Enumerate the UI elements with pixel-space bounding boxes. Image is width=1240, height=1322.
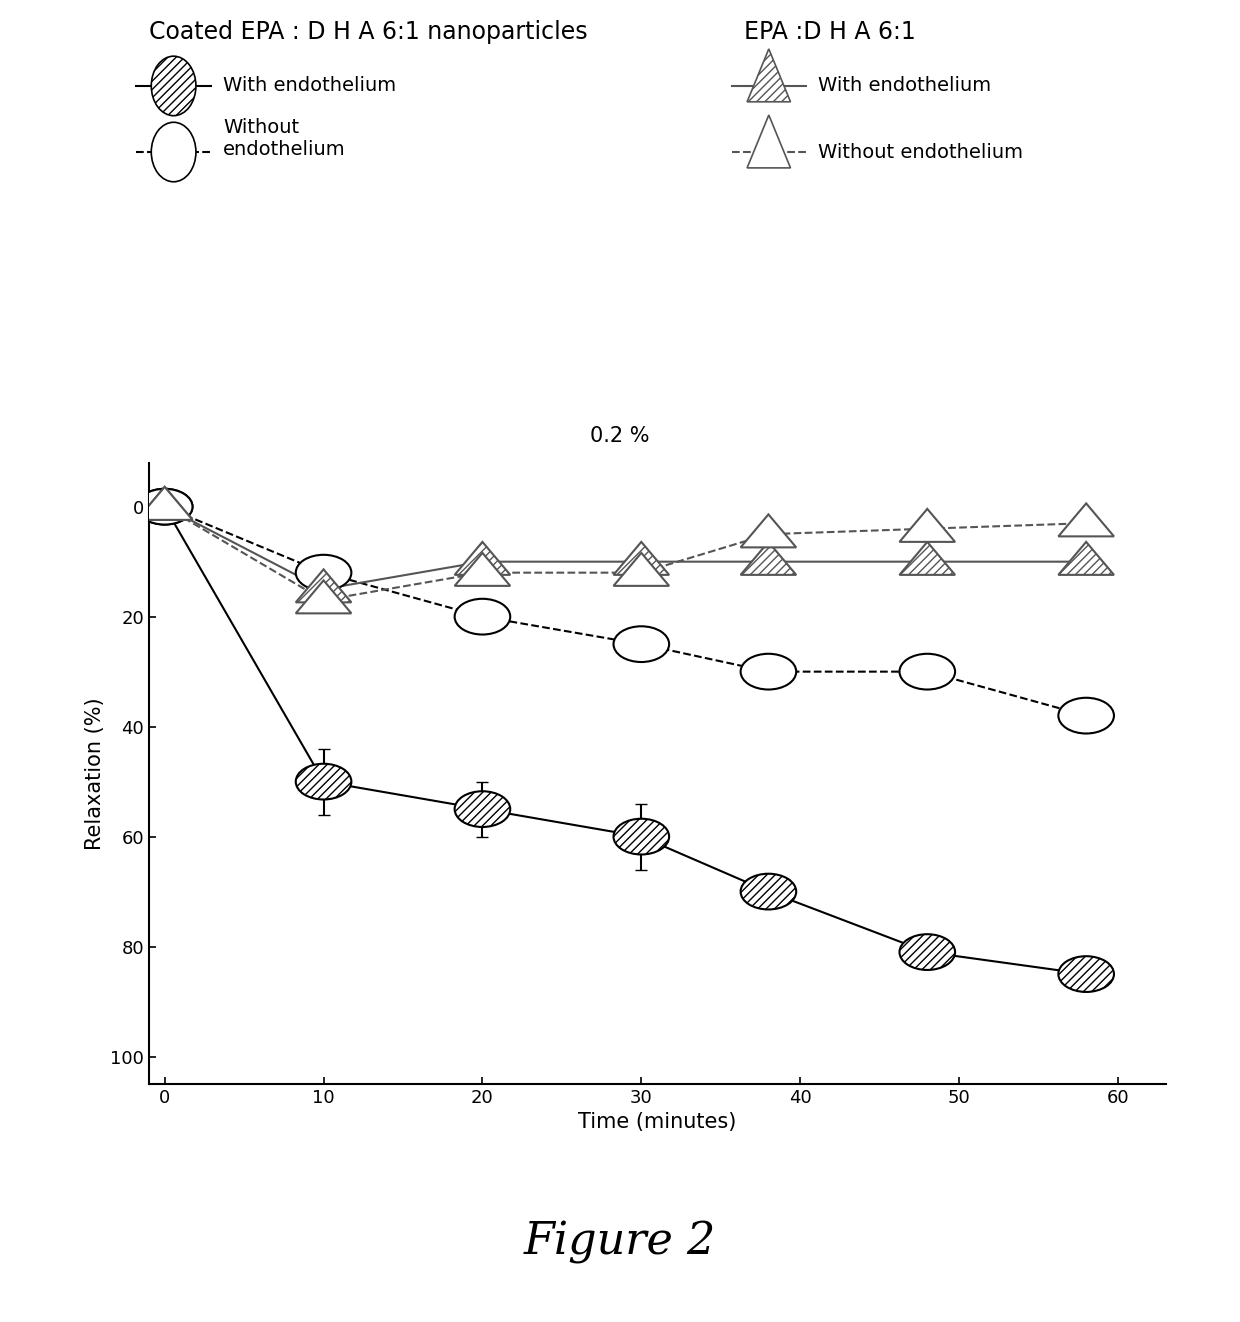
Ellipse shape [740,874,796,910]
Text: Without
endothelium: Without endothelium [223,118,346,160]
Polygon shape [296,570,351,603]
Polygon shape [455,553,510,586]
Ellipse shape [614,818,670,854]
Polygon shape [614,542,670,575]
Ellipse shape [151,56,196,115]
Polygon shape [136,486,192,520]
Ellipse shape [136,489,192,525]
Text: Coated EPA : D H A 6:1 nanoparticles: Coated EPA : D H A 6:1 nanoparticles [149,20,588,44]
Ellipse shape [151,123,196,181]
Polygon shape [614,553,670,586]
Polygon shape [296,580,351,613]
Polygon shape [1059,542,1114,575]
Polygon shape [455,542,510,575]
Polygon shape [1059,504,1114,537]
Text: 0.2 %: 0.2 % [590,426,650,447]
Text: With endothelium: With endothelium [818,77,992,95]
Ellipse shape [899,654,955,690]
Polygon shape [899,509,955,542]
X-axis label: Time (minutes): Time (minutes) [578,1112,737,1133]
Polygon shape [899,542,955,575]
Y-axis label: Relaxation (%): Relaxation (%) [84,697,104,850]
Text: Figure 2: Figure 2 [523,1222,717,1264]
Polygon shape [746,115,791,168]
Ellipse shape [614,627,670,662]
Polygon shape [136,486,192,520]
Text: EPA :D H A 6:1: EPA :D H A 6:1 [744,20,916,44]
Ellipse shape [455,792,510,828]
Ellipse shape [296,555,351,591]
Ellipse shape [296,764,351,800]
Ellipse shape [899,935,955,970]
Polygon shape [740,514,796,547]
Polygon shape [746,49,791,102]
Polygon shape [740,542,796,575]
Ellipse shape [136,489,192,525]
Ellipse shape [455,599,510,635]
Ellipse shape [1059,956,1114,992]
Ellipse shape [1059,698,1114,734]
Text: With endothelium: With endothelium [223,77,397,95]
Text: Without endothelium: Without endothelium [818,143,1023,161]
Ellipse shape [740,654,796,690]
